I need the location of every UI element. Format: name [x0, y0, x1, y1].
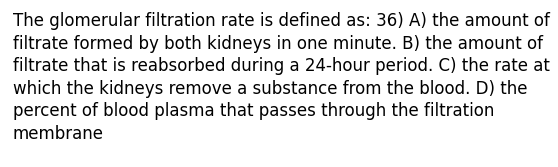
Text: filtrate that is reabsorbed during a 24-hour period. C) the rate at: filtrate that is reabsorbed during a 24-…: [13, 57, 550, 75]
Text: membrane: membrane: [13, 125, 104, 143]
Text: percent of blood plasma that passes through the filtration: percent of blood plasma that passes thro…: [13, 102, 494, 120]
Text: The glomerular filtration rate is defined as: 36) A) the amount of: The glomerular filtration rate is define…: [13, 12, 550, 30]
Text: which the kidneys remove a substance from the blood. D) the: which the kidneys remove a substance fro…: [13, 80, 527, 98]
Text: filtrate formed by both kidneys in one minute. B) the amount of: filtrate formed by both kidneys in one m…: [13, 35, 543, 53]
